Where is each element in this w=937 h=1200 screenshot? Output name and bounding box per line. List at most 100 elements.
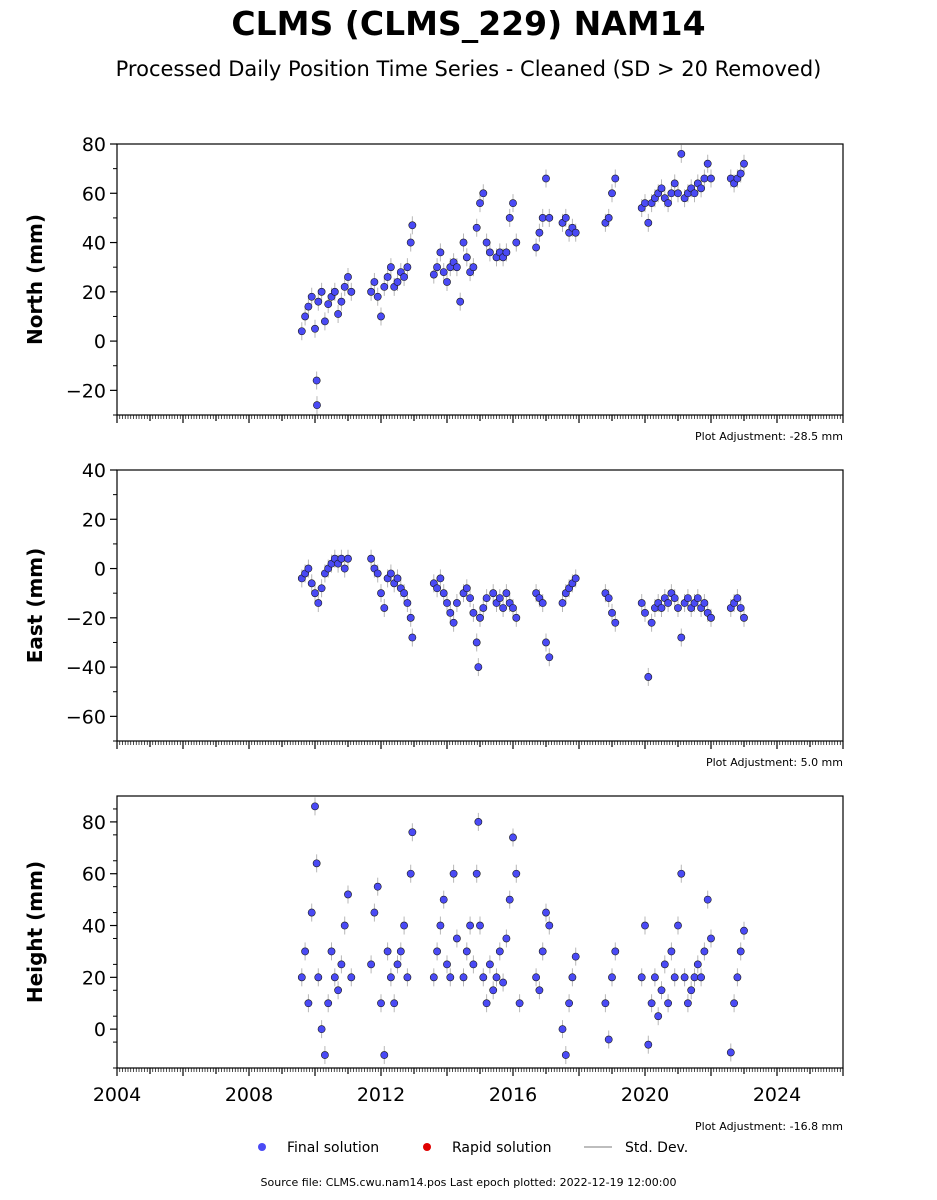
final-solution-series [297, 797, 748, 1065]
data-point [370, 908, 379, 917]
plot-adjustment: Plot Adjustment: -28.5 mm [695, 430, 843, 443]
data-point [505, 214, 514, 222]
data-point [644, 673, 653, 681]
data-point [499, 604, 507, 612]
y-tick-label: −20 [66, 380, 106, 402]
data-point [456, 297, 465, 306]
data-point [476, 921, 484, 930]
data-point [347, 973, 356, 982]
data-point [657, 604, 666, 612]
data-point [509, 604, 517, 612]
data-point [370, 278, 379, 286]
data-point [482, 594, 491, 603]
data-point [344, 890, 352, 899]
data-point [512, 869, 521, 878]
data-point [439, 895, 448, 904]
data-point [700, 174, 709, 183]
data-point [406, 613, 415, 622]
data-point [459, 238, 468, 247]
data-point [340, 282, 349, 291]
data-point [657, 184, 666, 193]
data-point [677, 633, 686, 642]
data-point [330, 973, 339, 982]
data-point [337, 554, 346, 563]
y-axis-title: Height (mm) [23, 861, 47, 1003]
data-point [436, 574, 445, 583]
data-point [330, 287, 339, 296]
data-point [304, 999, 313, 1008]
data-point [657, 986, 666, 995]
data-point [485, 248, 494, 257]
chart-subtitle: Processed Daily Position Time Series - C… [115, 57, 822, 81]
data-point [479, 604, 488, 612]
y-tick-label: 40 [82, 916, 106, 938]
data-point [736, 169, 745, 178]
data-point [393, 278, 402, 286]
data-point [568, 973, 577, 982]
data-point [674, 604, 682, 612]
data-point [740, 926, 748, 935]
data-point [677, 869, 686, 878]
data-point [608, 973, 616, 982]
data-point [469, 608, 478, 617]
data-point [383, 947, 392, 956]
data-point [476, 199, 484, 208]
data-point [317, 1025, 326, 1034]
data-point [327, 947, 336, 956]
legend-label: Final solution [287, 1140, 379, 1156]
y-tick-label: 20 [82, 509, 106, 531]
data-point [386, 973, 395, 982]
data-point [400, 273, 408, 281]
data-point [390, 999, 399, 1008]
data-point [502, 248, 511, 257]
data-point [452, 263, 461, 272]
data-point [697, 184, 705, 193]
data-point [340, 921, 349, 930]
data-point [561, 214, 570, 222]
data-point [482, 238, 491, 247]
data-point [680, 973, 689, 982]
data-point [697, 973, 705, 982]
data-point [317, 287, 326, 296]
data-point [433, 584, 441, 593]
data-point [565, 999, 573, 1008]
data-point [367, 554, 375, 563]
data-point [611, 947, 620, 956]
data-point [660, 960, 669, 969]
data-point [641, 608, 649, 617]
panel-1: −20 0 20 40 60 80 North (mm) Plot Adjustment: -… [23, 134, 844, 443]
data-point [664, 199, 672, 208]
data-point [301, 947, 309, 956]
data-point [664, 599, 672, 607]
data-point [429, 973, 438, 982]
data-point [469, 263, 478, 272]
y-tick-label: 60 [82, 183, 106, 205]
data-point [403, 599, 412, 607]
data-point [707, 174, 715, 183]
data-point [373, 569, 382, 578]
x-tick-label: 2008 [225, 1084, 273, 1106]
data-point [449, 618, 458, 627]
x-tick-label: 2016 [489, 1084, 537, 1106]
data-point [307, 292, 316, 301]
data-point [604, 594, 613, 603]
data-point [311, 589, 319, 598]
data-point [684, 999, 692, 1008]
final-solution-series [297, 549, 748, 686]
data-point [604, 214, 613, 222]
data-point [314, 297, 323, 306]
source-note: Source file: CLMS.cwu.nam14.pos Last epo… [260, 1176, 677, 1189]
data-point [452, 599, 461, 607]
y-axis-title: North (mm) [23, 214, 47, 345]
data-point [312, 376, 321, 385]
data-point [439, 268, 448, 277]
data-point [301, 312, 309, 321]
data-point [479, 189, 488, 198]
data-point [344, 273, 352, 281]
data-point [538, 599, 547, 607]
data-point [637, 973, 646, 982]
data-point [408, 221, 417, 230]
data-point [611, 618, 620, 627]
data-point [611, 174, 620, 183]
data-point [439, 589, 448, 598]
